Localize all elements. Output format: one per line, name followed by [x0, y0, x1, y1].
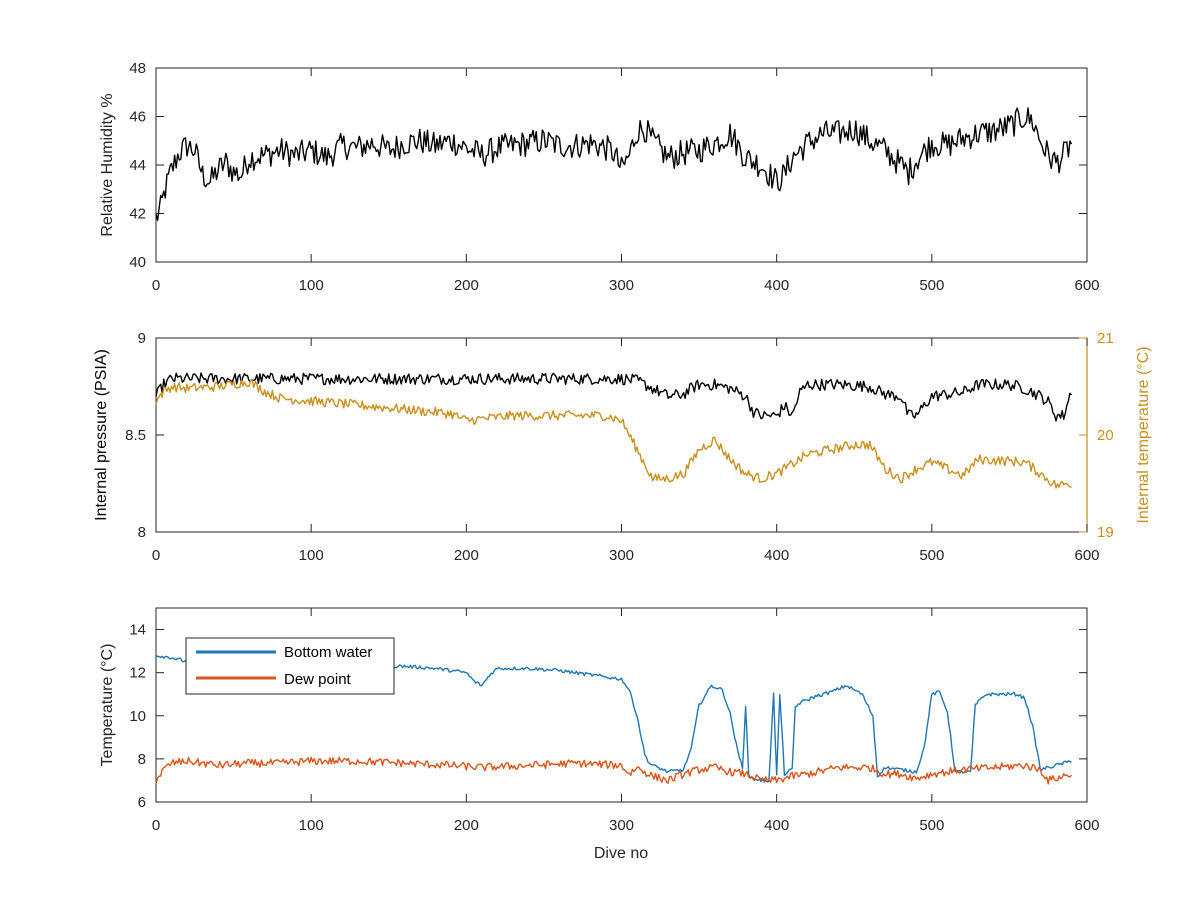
x-tick-label: 500: [919, 817, 944, 834]
pressure-y-axis-label: Internal pressure (PSIA): [93, 349, 110, 521]
y-tick-label: 6: [138, 794, 146, 811]
humidity-panel: 0 100 200 300 400 500 600 40 42 44 46 48 Relative …: [99, 60, 1100, 294]
x-tick-label: 200: [454, 277, 479, 294]
x-tick-label: 400: [764, 277, 789, 294]
x-tick-label: 0: [152, 547, 160, 564]
y-tick-label: 46: [129, 109, 146, 126]
x-tick-label: 600: [1074, 817, 1099, 834]
x-tick-label: 100: [299, 547, 324, 564]
x-tick-label: 500: [919, 547, 944, 564]
internal-temperature-line: [155, 379, 1072, 489]
temperature-x-ticks: 0 100 200 300 400 500 600: [152, 608, 1100, 834]
y-tick-label: 12: [129, 665, 146, 682]
y-tick-label: 8: [138, 751, 146, 768]
x-tick-label: 100: [299, 277, 324, 294]
y-tick-label: 8.5: [125, 427, 146, 444]
x-tick-label: 100: [299, 817, 324, 834]
y-tick-label: 42: [129, 206, 146, 223]
internal-temperature-axis-label: Internal temperature (°C): [1135, 346, 1152, 523]
dew-point-line: [155, 756, 1073, 785]
humidity-x-ticks: 0 100 200 300 400 500 600: [152, 68, 1100, 294]
x-tick-label: 300: [609, 817, 634, 834]
y-tick-label: 14: [129, 622, 146, 639]
right-y-tick-label: 20: [1097, 427, 1114, 444]
legend-label-dew-point: Dew point: [284, 671, 352, 688]
x-tick-label: 300: [609, 277, 634, 294]
y-tick-label: 40: [129, 254, 146, 271]
temperature-panel: 0 100 200 300 400 500 600 6 8 10 12 14 Temperature…: [99, 607, 1100, 862]
temperature-y-ticks: 6 8 10 12 14: [129, 622, 1087, 811]
legend: Bottom water Dew point: [185, 637, 395, 695]
x-tick-label: 0: [152, 817, 160, 834]
x-tick-label: 300: [609, 547, 634, 564]
humidity-y-axis-label: Relative Humidity %: [99, 93, 116, 236]
x-tick-label: 500: [919, 277, 944, 294]
humidity-y-ticks: 40 42 44 46 48: [129, 60, 1087, 271]
temperature-y-axis-label: Temperature (°C): [99, 644, 116, 767]
y-tick-label: 44: [129, 157, 146, 174]
pressure-x-ticks: 0 100 200 300 400 500 600: [152, 338, 1100, 564]
x-tick-label: 600: [1074, 277, 1099, 294]
x-tick-label: 0: [152, 277, 160, 294]
legend-label-bottom-water: Bottom water: [284, 644, 372, 661]
right-y-tick-label: 21: [1097, 330, 1114, 347]
pressure-y-ticks: 88.59: [125, 330, 164, 541]
y-tick-label: 9: [138, 330, 146, 347]
right-y-tick-label: 19: [1097, 524, 1114, 541]
x-tick-label: 200: [454, 817, 479, 834]
panel1-series0-line: [155, 372, 1073, 422]
y-tick-label: 48: [129, 60, 146, 77]
x-tick-label: 200: [454, 547, 479, 564]
x-tick-label: 400: [764, 547, 789, 564]
pressure-plot-frame: [155, 337, 1088, 533]
legend-box: [185, 637, 395, 695]
x-tick-label: 400: [764, 817, 789, 834]
y-tick-label: 8: [138, 524, 146, 541]
humidity-lines: [155, 107, 1073, 221]
x-axis-label: Dive no: [594, 845, 648, 862]
pressure-lines: [155, 372, 1073, 489]
panel0-series0-line: [155, 107, 1073, 221]
temperature-right-ticks: 19 20 21: [1079, 330, 1114, 541]
x-tick-label: 600: [1074, 547, 1099, 564]
y-tick-label: 10: [129, 708, 146, 725]
humidity-plot-frame: [155, 67, 1088, 263]
